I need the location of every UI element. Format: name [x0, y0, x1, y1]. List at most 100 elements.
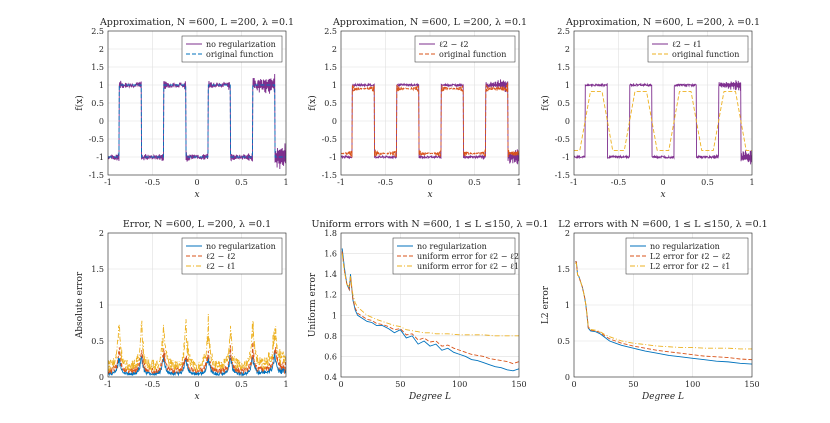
y-tick-label: 0: [332, 117, 337, 126]
subplot-6: 0 50 100 150 0 0.5 1 1.5 2L2 errors with N =600,…: [541, 219, 768, 402]
chart-title: Approximation, N =600, L =200, λ =0.1: [99, 17, 294, 28]
subplot-1: -1 -0.5 0 0.5 1-1.5-1-0.500.511.522.5Approxi…: [74, 17, 294, 200]
series-line-2: [575, 261, 752, 361]
x-tick-label: -0.5: [378, 178, 393, 187]
series-line-2: [574, 91, 752, 151]
y-tick-label: -1: [562, 153, 570, 162]
x-tick-label: 1: [749, 178, 754, 187]
y-tick-label: 2: [332, 45, 337, 54]
y-axis-label: f(x): [540, 95, 551, 110]
legend-label: original function: [672, 50, 739, 59]
y-tick-label: 1.5: [91, 63, 104, 72]
legend-label: no regularization: [417, 242, 487, 251]
y-tick-label: 0.6: [324, 352, 337, 361]
legend-label: uniform error for ℓ2 − ℓ2: [417, 252, 519, 261]
y-axis-label: Absolute error: [75, 271, 85, 339]
x-tick-label: -1: [104, 380, 112, 389]
x-tick-label: 0: [571, 380, 576, 389]
series-line-3: [341, 253, 519, 337]
legend-box: [392, 237, 516, 275]
series-line-3: [108, 313, 286, 372]
y-tick-label: 0.5: [324, 99, 337, 108]
y-axis-label: f(x): [307, 95, 318, 110]
x-tick-label: -1: [337, 178, 345, 187]
y-tick-label: 0.4: [324, 373, 337, 382]
legend-label: no regularization: [206, 242, 276, 251]
series-line-1: [341, 248, 519, 372]
y-tick-label: -1: [96, 153, 104, 162]
x-axis-label: x: [194, 392, 199, 402]
y-tick-label: 0.5: [557, 99, 570, 108]
chart-title: Error, N =600, L =200, λ =0.1: [123, 219, 271, 230]
legend-label: uniform error for ℓ2 − ℓ1: [417, 262, 519, 271]
legend-label: no regularization: [650, 242, 720, 251]
x-tick-label: 50: [628, 380, 638, 389]
subplot-2: -1 -0.5 0 0.5 1-1.5-1-0.500.511.522.5Approxi…: [307, 17, 527, 200]
y-tick-label: 1.6: [324, 250, 337, 259]
y-tick-label: 0.5: [91, 337, 104, 346]
chart-title: L2 errors with N =600, 1 ≤ L ≤150, λ =0.…: [558, 219, 767, 230]
legend-box: [647, 35, 749, 63]
y-tick-label: -1.5: [89, 171, 104, 180]
x-tick-label: 1: [283, 380, 288, 389]
x-tick-label: 1: [283, 178, 288, 187]
x-axis-label: Degree L: [408, 392, 451, 402]
x-tick-label: 0.5: [701, 178, 714, 187]
legend-label: L2 error for ℓ2 − ℓ1: [650, 262, 730, 271]
y-tick-label: 0.5: [91, 99, 104, 108]
legend-box: [181, 35, 283, 63]
x-tick-label: 150: [511, 380, 526, 389]
x-tick-label: 50: [395, 380, 405, 389]
x-axis-label: Degree L: [641, 392, 684, 402]
y-tick-label: 1: [332, 81, 337, 90]
y-tick-label: -1.5: [555, 171, 570, 180]
y-tick-label: -1: [329, 153, 337, 162]
legend-label: ℓ2 − ℓ1: [206, 262, 236, 271]
y-tick-label: -0.5: [322, 135, 337, 144]
axes-box: [107, 30, 287, 176]
y-tick-label: 1: [99, 81, 104, 90]
legend-label: ℓ2 − ℓ2: [206, 252, 236, 261]
x-tick-label: -1: [570, 178, 578, 187]
series-line-1: [574, 80, 752, 165]
legend-box: [625, 237, 749, 275]
x-tick-label: 1: [516, 178, 521, 187]
chart-title: Approximation, N =600, L =200, λ =0.1: [565, 17, 760, 28]
y-tick-label: 1.8: [324, 229, 337, 238]
axes-box: [573, 30, 753, 176]
y-tick-label: 2.5: [557, 27, 570, 36]
legend-label: ℓ2 − ℓ2: [439, 40, 469, 49]
x-tick-label: -0.5: [145, 380, 160, 389]
series-line-1: [341, 79, 519, 165]
y-tick-label: 2.5: [324, 27, 337, 36]
y-axis-label: Uniform error: [308, 272, 318, 337]
x-tick-label: 0: [660, 178, 665, 187]
legend-label: no regularization: [206, 40, 276, 49]
legend-label: original function: [439, 50, 506, 59]
y-tick-label: 1.5: [557, 63, 570, 72]
x-axis-label: x: [194, 190, 199, 200]
chart-title: Uniform errors with N =600, 1 ≤ L ≤150, …: [311, 219, 548, 230]
x-tick-label: 0: [194, 178, 199, 187]
legend-label: L2 error for ℓ2 − ℓ2: [650, 252, 730, 261]
y-tick-label: 1.4: [324, 270, 337, 279]
y-tick-label: 0: [99, 373, 104, 382]
y-tick-label: 1: [565, 301, 570, 310]
axes-box: [340, 232, 520, 378]
legend-label: ℓ2 − ℓ1: [672, 40, 702, 49]
y-tick-label: 2: [99, 229, 104, 238]
legend-box: [414, 35, 516, 63]
y-tick-label: 1.5: [557, 265, 570, 274]
y-tick-label: 2: [565, 45, 570, 54]
y-tick-label: 0.8: [324, 332, 337, 341]
y-tick-label: 0: [565, 117, 570, 126]
y-tick-label: 1: [99, 301, 104, 310]
y-tick-label: 1.5: [324, 63, 337, 72]
y-axis-label: L2 error: [541, 285, 551, 324]
